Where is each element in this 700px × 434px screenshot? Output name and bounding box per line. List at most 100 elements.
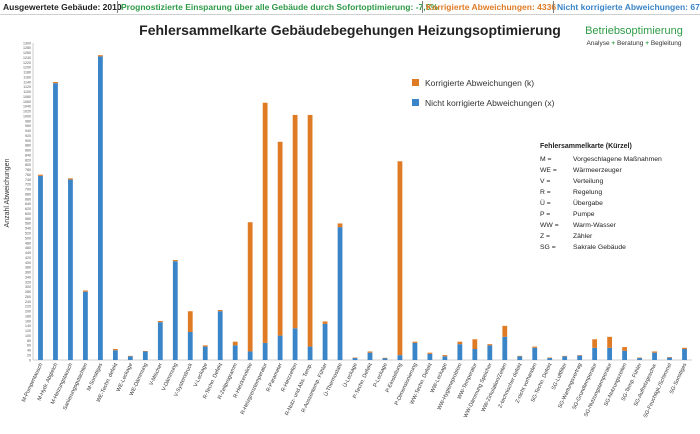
bar-corrected (502, 325, 508, 337)
y-tick-label: 200 (25, 310, 31, 314)
bar-uncorrected (562, 356, 568, 360)
bar-corrected (322, 321, 328, 324)
y-tick-label: 340 (25, 275, 31, 279)
y-tick-label: 500 (25, 236, 31, 240)
separator (553, 1, 554, 13)
bar-corrected (397, 161, 403, 356)
y-tick-label: 280 (25, 290, 31, 294)
logo-tagline: Analyse + Beratung + Begleitung (586, 40, 681, 47)
y-tick-label: 300 (25, 285, 31, 289)
bar-uncorrected (172, 261, 178, 360)
y-tick-label: 580 (25, 217, 31, 221)
bar-corrected (38, 174, 43, 176)
bar-uncorrected (337, 227, 343, 360)
y-tick-label: 760 (25, 173, 31, 177)
y-tick-label: 720 (25, 183, 31, 187)
bar-uncorrected (262, 342, 268, 360)
y-tick-label: 1260 (23, 51, 31, 55)
y-tick-label: 1220 (23, 61, 31, 65)
separator (117, 1, 118, 13)
y-tick-label: 920 (25, 134, 31, 138)
bar-uncorrected (367, 352, 373, 360)
key-meaning: Sakrale Gebäude (573, 244, 626, 251)
bar-corrected (112, 349, 118, 351)
legend-swatch (412, 79, 419, 86)
separator (422, 1, 423, 13)
corrected-count: Korrigierte Abweichungen: 4336 (426, 2, 557, 12)
axes: 0204060801001201401601802002202402602803… (23, 41, 692, 362)
bar-corrected (352, 357, 358, 359)
y-tick-label: 520 (25, 232, 31, 236)
y-tick-label: 1040 (23, 105, 31, 109)
bar-uncorrected (652, 352, 657, 360)
y-tick-label: 100 (25, 334, 31, 338)
y-tick-label: 120 (25, 329, 31, 333)
abbreviation-key: Fehlersammelkarte (Kürzel) M = Vorgeschlag… (540, 143, 662, 251)
y-tick-label: 480 (25, 241, 31, 245)
bar-corrected (592, 339, 598, 348)
key-meaning: Zähler (573, 233, 593, 240)
y-tick-label: 560 (25, 222, 31, 226)
legend: Korrigierte Abweichungen (k) Nicht korrig… (412, 78, 555, 108)
y-tick-label: 60 (27, 344, 31, 348)
key-meaning: Pumpe (573, 211, 595, 218)
logo-title: Betriebsoptimierung (585, 25, 683, 37)
bar-uncorrected (547, 358, 553, 360)
bar-corrected (172, 260, 178, 262)
y-tick-label: 140 (25, 324, 31, 328)
bar-uncorrected (38, 175, 43, 360)
bar-uncorrected (412, 342, 418, 360)
bar-corrected (607, 336, 613, 348)
legend-label: Korrigierte Abweichungen (k) (425, 78, 534, 88)
key-abbrev: WW = (540, 222, 559, 229)
bar-uncorrected (232, 345, 238, 360)
bar-corrected (457, 341, 463, 345)
bar-uncorrected (502, 336, 508, 360)
y-tick-label: 840 (25, 153, 31, 157)
y-tick-label: 800 (25, 163, 31, 167)
bar-uncorrected (637, 358, 642, 360)
y-tick-label: 0 (29, 358, 31, 362)
key-abbrev: R = (540, 189, 551, 196)
y-tick-label: 1100 (23, 90, 31, 94)
bar-uncorrected (577, 355, 583, 360)
bar-corrected (682, 347, 687, 350)
legend-label: Nicht korrigierte Abweichungen (x) (425, 98, 555, 108)
bar-uncorrected (352, 358, 358, 360)
bar-uncorrected (202, 346, 208, 360)
bar-uncorrected (322, 323, 328, 360)
y-tick-label: 660 (25, 197, 31, 201)
bar-uncorrected (517, 356, 523, 360)
y-tick-label: 380 (25, 266, 31, 270)
y-tick-label: 220 (25, 305, 31, 309)
y-tick-label: 240 (25, 300, 31, 304)
bar-uncorrected (292, 328, 298, 360)
y-tick-label: 20 (27, 353, 31, 357)
y-tick-label: 700 (25, 188, 31, 192)
bar-corrected (232, 341, 238, 346)
y-tick-label: 1020 (23, 110, 31, 114)
y-tick-label: 600 (25, 212, 31, 216)
y-tick-label: 1000 (23, 114, 31, 118)
y-tick-label: 1300 (23, 41, 31, 45)
x-tick-label: SG-Nutzungstemperatur (583, 362, 613, 418)
y-tick-label: 1120 (23, 85, 31, 89)
y-tick-label: 1280 (23, 46, 31, 50)
bar-uncorrected (457, 344, 463, 360)
summary-bar: Ausgewertete Gebäude: 2010 Prognostizier… (0, 0, 700, 14)
key-abbrev: WE = (540, 167, 557, 174)
key-abbrev: Z = (540, 233, 550, 240)
bar-uncorrected (112, 350, 118, 360)
bar-uncorrected (53, 83, 58, 360)
y-tick-label: 640 (25, 202, 31, 206)
bar-corrected (427, 352, 433, 354)
bars (38, 55, 687, 361)
x-tick-label: Ü-Leckage (341, 362, 358, 389)
x-tick-label: P-Leckage (372, 362, 388, 388)
bar-corrected (637, 357, 642, 359)
y-tick-label: 860 (25, 149, 31, 153)
bar-corrected (247, 222, 253, 352)
bar-uncorrected (622, 350, 627, 360)
y-tick-label: 320 (25, 280, 31, 284)
